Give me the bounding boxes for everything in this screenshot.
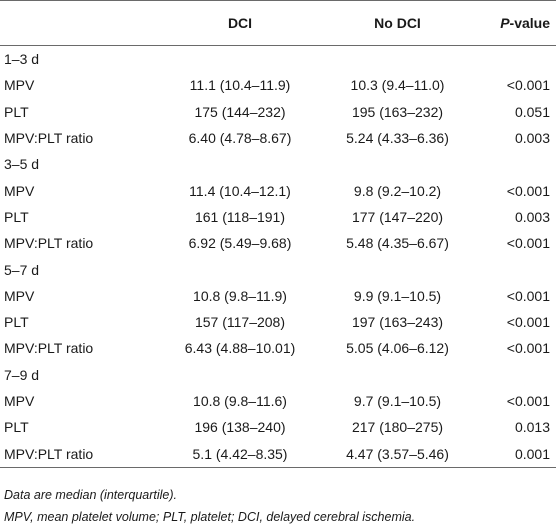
table-body: 1–3 d MPV 11.1 (10.4–11.9) 10.3 (9.4–11.… bbox=[0, 46, 556, 468]
header-p-italic: P bbox=[500, 15, 510, 31]
header-dci: DCI bbox=[160, 0, 320, 46]
table-row: PLT 161 (118–191) 177 (147–220) 0.003 bbox=[0, 204, 556, 230]
cell-p-value: <0.001 bbox=[506, 287, 550, 304]
table-row: MPV 10.8 (9.8–11.9) 9.9 (9.1–10.5) <0.00… bbox=[0, 283, 556, 309]
data-table: DCI No DCI P-value 1–3 d MPV 11.1 (10.4–… bbox=[0, 0, 556, 468]
footnote-abbreviations: MPV, mean platelet volume; PLT, platelet… bbox=[4, 510, 416, 524]
cell-no-dci: 217 (180–275) bbox=[351, 419, 444, 436]
cell-dci: 11.1 (10.4–11.9) bbox=[189, 77, 291, 94]
row-label: MPV bbox=[4, 287, 35, 304]
cell-dci: 10.8 (9.8–11.9) bbox=[193, 287, 287, 304]
table-row: PLT 157 (117–208) 197 (163–243) <0.001 bbox=[0, 309, 556, 335]
row-label: PLT bbox=[4, 419, 29, 436]
row-label: PLT bbox=[4, 103, 29, 120]
row-label: MPV bbox=[4, 182, 35, 199]
row-label: MPV:PLT ratio bbox=[4, 340, 94, 357]
row-label: MPV:PLT ratio bbox=[4, 235, 94, 252]
cell-p-value: <0.001 bbox=[506, 77, 550, 94]
group-label: 5–7 d bbox=[4, 261, 40, 278]
table-row: MPV 10.8 (9.8–11.6) 9.7 (9.1–10.5) <0.00… bbox=[0, 388, 556, 414]
row-label: PLT bbox=[4, 314, 29, 331]
header-no-dci: No DCI bbox=[320, 0, 475, 46]
cell-dci: 5.1 (4.42–8.35) bbox=[160, 440, 320, 468]
cell-dci: 11.4 (10.4–12.1) bbox=[189, 182, 291, 199]
table-footnotes: Data are median (interquartile). MPV, me… bbox=[4, 484, 552, 528]
group-label: 1–3 d bbox=[4, 51, 40, 68]
header-p-value: P-value bbox=[475, 0, 556, 46]
table-row: MPV:PLT ratio 6.92 (5.49–9.68) 5.48 (4.3… bbox=[0, 230, 556, 256]
cell-no-dci: 177 (147–220) bbox=[351, 208, 444, 225]
cell-p-value: <0.001 bbox=[506, 182, 550, 199]
table-row: PLT 175 (144–232) 195 (163–232) 0.051 bbox=[0, 99, 556, 125]
cell-no-dci: 5.05 (4.06–6.12) bbox=[346, 340, 449, 357]
cell-dci: 6.43 (4.88–10.01) bbox=[184, 340, 296, 357]
group-label: 7–9 d bbox=[4, 366, 40, 383]
header-p-suffix: -value bbox=[509, 15, 550, 31]
table-row: MPV:PLT ratio 6.40 (4.78–8.67) 5.24 (4.3… bbox=[0, 125, 556, 151]
cell-p-value: 0.051 bbox=[514, 103, 550, 120]
cell-dci: 161 (118–191) bbox=[194, 208, 286, 225]
footnote-data-description: Data are median (interquartile). bbox=[4, 488, 177, 502]
row-label: PLT bbox=[4, 208, 29, 225]
data-table-container: DCI No DCI P-value 1–3 d MPV 11.1 (10.4–… bbox=[0, 0, 556, 468]
table-row: MPV:PLT ratio 6.43 (4.88–10.01) 5.05 (4.… bbox=[0, 335, 556, 361]
cell-p-value: 0.003 bbox=[514, 208, 550, 225]
cell-p-value: <0.001 bbox=[506, 393, 550, 409]
cell-dci: 196 (138–240) bbox=[194, 419, 286, 436]
cell-no-dci: 195 (163–232) bbox=[351, 103, 444, 120]
table-row: MPV 11.1 (10.4–11.9) 10.3 (9.4–11.0) <0.… bbox=[0, 72, 556, 98]
cell-dci: 6.40 (4.78–8.67) bbox=[188, 130, 292, 147]
cell-p-value: 0.003 bbox=[514, 130, 550, 147]
cell-p-value: <0.001 bbox=[506, 314, 550, 331]
table-row: MPV 11.4 (10.4–12.1) 9.8 (9.2–10.2) <0.0… bbox=[0, 177, 556, 203]
cell-no-dci: 4.47 (3.57–5.46) bbox=[320, 440, 475, 468]
header-row: DCI No DCI P-value bbox=[0, 0, 556, 46]
cell-no-dci: 197 (163–243) bbox=[351, 314, 444, 331]
group-row: 7–9 d bbox=[0, 362, 556, 388]
cell-p-value: <0.001 bbox=[506, 235, 550, 252]
cell-no-dci: 9.9 (9.1–10.5) bbox=[353, 287, 442, 304]
header-label bbox=[0, 0, 160, 46]
cell-dci: 10.8 (9.8–11.6) bbox=[193, 393, 287, 409]
cell-dci: 157 (117–208) bbox=[194, 314, 286, 331]
group-label: 3–5 d bbox=[4, 156, 40, 173]
group-row: 5–7 d bbox=[0, 256, 556, 282]
cell-no-dci: 9.8 (9.2–10.2) bbox=[353, 182, 442, 199]
group-row: 1–3 d bbox=[0, 46, 556, 73]
row-label: MPV bbox=[4, 393, 35, 409]
cell-p-value: <0.001 bbox=[506, 340, 550, 357]
cell-no-dci: 9.7 (9.1–10.5) bbox=[353, 393, 442, 409]
cell-p-value: 0.013 bbox=[514, 419, 550, 436]
row-label: MPV:PLT ratio bbox=[0, 440, 160, 468]
cell-no-dci: 10.3 (9.4–11.0) bbox=[350, 77, 445, 94]
table-row: PLT 196 (138–240) 217 (180–275) 0.013 bbox=[0, 414, 556, 440]
row-label: MPV bbox=[4, 77, 35, 94]
cell-no-dci: 5.48 (4.35–6.67) bbox=[346, 235, 449, 252]
cell-no-dci: 5.24 (4.33–6.36) bbox=[346, 130, 449, 147]
table-header: DCI No DCI P-value bbox=[0, 0, 556, 46]
table-row: MPV:PLT ratio 5.1 (4.42–8.35) 4.47 (3.57… bbox=[0, 440, 556, 468]
cell-dci: 6.92 (5.49–9.68) bbox=[188, 235, 292, 252]
row-label: MPV:PLT ratio bbox=[4, 130, 94, 147]
group-row: 3–5 d bbox=[0, 151, 556, 177]
cell-p-value: 0.001 bbox=[475, 440, 556, 468]
cell-dci: 175 (144–232) bbox=[194, 103, 286, 120]
